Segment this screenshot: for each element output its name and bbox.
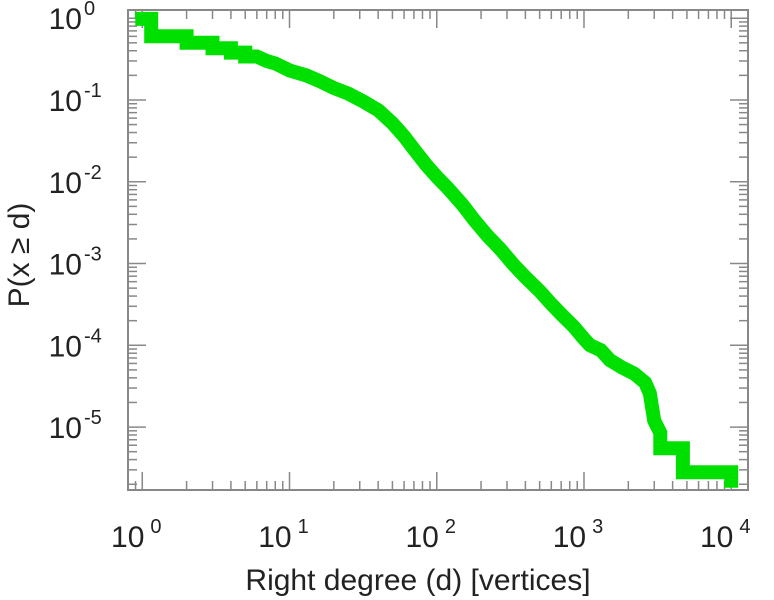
x-tick-label: 10 3 <box>553 516 604 554</box>
y-axis-label: P(x ≥ d) <box>3 203 36 308</box>
x-axis-label: Right degree (d) [vertices] <box>245 564 590 597</box>
x-tick-label: 10 4 <box>700 516 751 554</box>
y-tick-label: 10 -5 <box>49 407 102 445</box>
y-tick-label: 10 -4 <box>49 325 102 363</box>
y-axis-ticks <box>128 17 748 485</box>
y-tick-label: 10 -2 <box>49 162 102 200</box>
ccdf-series-line <box>135 11 739 488</box>
x-tick-label: 10 1 <box>258 516 309 554</box>
y-tick-label: 10 -3 <box>49 244 102 282</box>
data-series <box>135 11 739 488</box>
plot-area-frame <box>127 9 749 491</box>
x-axis-tick-labels: 10 0 10 1 10 2 10 3 10 4 <box>111 516 750 554</box>
y-tick-label: 10 0 <box>49 0 96 36</box>
x-tick-label: 10 0 <box>111 516 162 554</box>
x-axis-ticks <box>127 10 732 490</box>
y-tick-label: 10 -1 <box>49 80 102 118</box>
x-tick-label: 10 2 <box>405 516 456 554</box>
